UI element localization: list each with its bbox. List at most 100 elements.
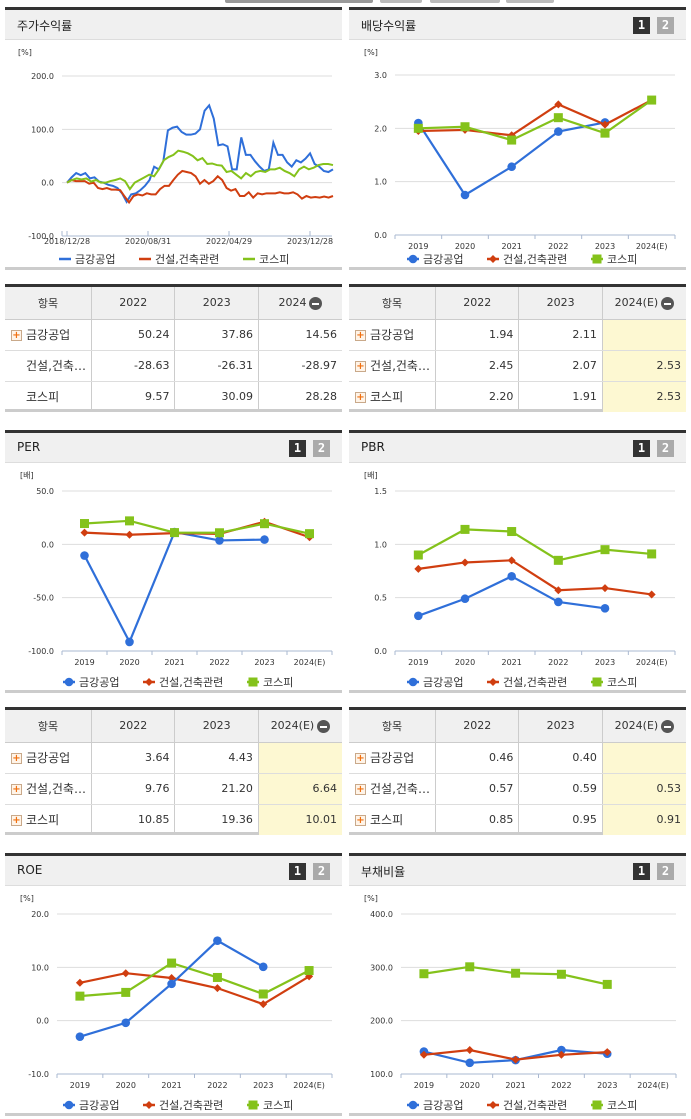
table-row: + 금강공업 1.94 2.11 xyxy=(349,319,686,351)
expand-plus-icon[interactable]: + xyxy=(355,784,366,795)
x-tick-label: 2023/12/28 xyxy=(287,237,333,246)
series-0 xyxy=(414,572,610,621)
series-line xyxy=(66,149,334,191)
legend-label: 건설,건축관련 xyxy=(503,253,567,266)
legend-item[interactable]: 코스피 xyxy=(247,676,293,689)
page-2-button[interactable]: 2 xyxy=(313,440,330,457)
value-cell: 10.01 xyxy=(258,804,342,835)
page-1-button[interactable]: 1 xyxy=(633,17,650,34)
column-header: 2023 xyxy=(174,287,259,320)
page-2-button[interactable]: 2 xyxy=(657,440,674,457)
per-chart-panel: PER 1 2 [배] 50.0 0.0 -50.0 -100.0 2019 2020 202… xyxy=(5,430,342,693)
legend-label: 금강공업 xyxy=(423,1099,463,1112)
column-header: 2023 xyxy=(518,287,603,320)
row-label[interactable]: + 코스피 xyxy=(349,381,436,412)
legend-label: 건설,건축관련 xyxy=(503,1099,567,1112)
x-tick-label: 2022/04/29 xyxy=(206,237,252,246)
x-tick-label: 2019 xyxy=(70,1081,90,1090)
legend-item[interactable]: 코스피 xyxy=(591,1099,637,1112)
top-tab[interactable] xyxy=(225,0,373,3)
row-label[interactable]: + 건설,건축… xyxy=(349,350,436,382)
legend-item[interactable]: 코스피 xyxy=(243,253,289,266)
column-header: 2024(E) xyxy=(258,710,342,743)
row-label[interactable]: + 금강공업 xyxy=(5,319,92,351)
legend-item[interactable]: 금강공업 xyxy=(63,1099,119,1112)
y-tick-label: 200.0 xyxy=(31,72,54,81)
top-tab[interactable] xyxy=(380,0,422,3)
row-label[interactable]: + 금강공업 xyxy=(5,742,92,774)
table-row: + 건설,건축… 2.45 2.07 2.53 xyxy=(349,350,686,382)
panel-header: 배당수익률 1 2 xyxy=(349,10,686,40)
legend-item[interactable]: 금강공업 xyxy=(407,676,463,689)
collapse-icon[interactable] xyxy=(661,296,675,310)
expand-plus-icon[interactable]: + xyxy=(11,753,22,764)
column-header: 항목 xyxy=(349,710,436,743)
top-tab[interactable] xyxy=(506,0,554,3)
page-2-button[interactable]: 2 xyxy=(657,863,674,880)
row-label[interactable]: + 코스피 xyxy=(5,804,92,835)
page-2-button[interactable]: 2 xyxy=(313,863,330,880)
row-label[interactable]: + 코스피 xyxy=(349,804,436,835)
column-header: 항목 xyxy=(5,287,92,320)
series-1 xyxy=(414,556,656,599)
page-1-button[interactable]: 1 xyxy=(633,440,650,457)
expand-plus-icon[interactable]: + xyxy=(11,784,22,795)
legend-item[interactable]: 코스피 xyxy=(591,676,637,689)
value-cell: 0.95 xyxy=(518,804,603,835)
panel-title: PBR xyxy=(361,440,385,454)
value-cell: 6.64 xyxy=(258,773,342,805)
legend-item[interactable]: 건설,건축관련 xyxy=(487,1099,567,1112)
row-label[interactable]: + 금강공업 xyxy=(349,319,436,351)
panel-title: 주가수익률 xyxy=(17,19,73,33)
page-1-button[interactable]: 1 xyxy=(633,863,650,880)
value-cell: 0.53 xyxy=(602,773,686,805)
expand-plus-icon[interactable]: + xyxy=(355,330,366,341)
series-0 xyxy=(80,527,269,647)
expand-plus-icon[interactable]: + xyxy=(11,815,22,827)
page-2-button[interactable]: 2 xyxy=(657,17,674,34)
x-tick-label: 2021 xyxy=(161,1081,181,1090)
debt-ratio-chart: [%] 400.0 300.0 200.0 100.0 2019 2020 2021 2022 2… xyxy=(364,894,677,1112)
legend-item[interactable]: 코스피 xyxy=(247,1099,293,1112)
legend-item[interactable]: 금강공업 xyxy=(407,253,463,266)
row-label[interactable]: + 건설,건축… xyxy=(5,773,92,805)
expand-plus-icon[interactable]: + xyxy=(11,330,22,341)
top-tab[interactable] xyxy=(430,0,500,3)
series-line xyxy=(66,169,334,205)
expand-plus-icon[interactable]: + xyxy=(355,753,366,764)
roe-chart: [%] 20.0 10.0 0.0 -10.0 2019 2020 2021 2022 2023 2… xyxy=(20,894,333,1112)
legend-item[interactable]: 건설,건축관련 xyxy=(143,1099,223,1112)
row-label[interactable]: + 건설,건축… xyxy=(349,773,436,805)
collapse-icon[interactable] xyxy=(661,719,675,733)
legend-item[interactable]: 건설,건축관련 xyxy=(143,676,223,689)
panel-header: ROE 1 2 xyxy=(5,856,342,886)
x-tick-label: 2020 xyxy=(455,242,475,251)
y-tick-label: 0.0 xyxy=(41,179,54,188)
expand-plus-icon[interactable]: + xyxy=(355,392,366,404)
chart-legend: 금강공업 건설,건축관련 코스피 xyxy=(407,253,637,266)
value-cell: 2.20 xyxy=(435,381,520,412)
column-header: 2023 xyxy=(518,710,603,743)
x-tick-label: 2024(E) xyxy=(636,242,668,251)
x-tick-label: 2024(E) xyxy=(293,1081,325,1090)
expand-plus-icon[interactable]: + xyxy=(355,361,366,372)
svg-text:[%]: [%] xyxy=(18,48,32,57)
page-1-button[interactable]: 1 xyxy=(289,440,306,457)
legend-item[interactable]: 건설,건축관련 xyxy=(139,253,219,266)
collapse-icon[interactable] xyxy=(317,719,331,733)
value-cell: 0.40 xyxy=(518,742,603,774)
expand-plus-icon[interactable]: + xyxy=(355,815,366,827)
legend-item[interactable]: 코스피 xyxy=(591,253,637,266)
row-label[interactable]: + 금강공업 xyxy=(349,742,436,774)
collapse-icon[interactable] xyxy=(309,296,323,310)
value-cell: 4.43 xyxy=(174,742,259,774)
column-header: 2022 xyxy=(91,710,176,743)
legend-label: 금강공업 xyxy=(79,1099,119,1112)
legend-item[interactable]: 건설,건축관련 xyxy=(487,253,567,266)
legend-item[interactable]: 금강공업 xyxy=(63,676,119,689)
legend-item[interactable]: 금강공업 xyxy=(59,253,115,266)
legend-item[interactable]: 금강공업 xyxy=(407,1099,463,1112)
page-1-button[interactable]: 1 xyxy=(289,863,306,880)
x-tick-label: 2024(E) xyxy=(294,658,326,667)
legend-item[interactable]: 건설,건축관련 xyxy=(487,676,567,689)
